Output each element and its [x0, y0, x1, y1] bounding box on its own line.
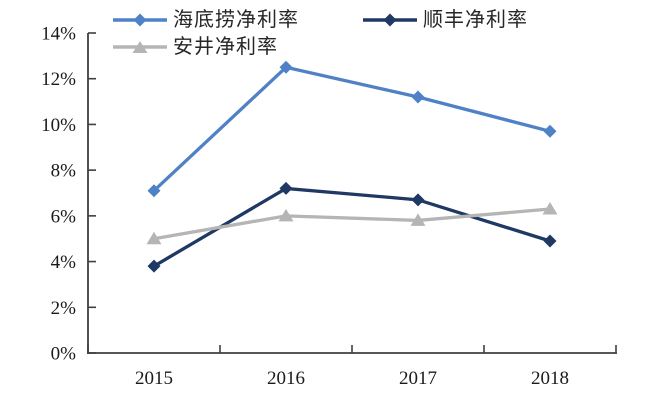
- y-tick-label: 14%: [41, 24, 76, 45]
- y-tick-label: 6%: [51, 206, 77, 227]
- diamond-marker-icon: [279, 60, 293, 74]
- diamond-marker-icon: [543, 234, 557, 248]
- triangle-marker-icon: [146, 231, 162, 245]
- legend-triangle-swatch-icon: [113, 41, 167, 53]
- diamond-marker-icon: [147, 259, 161, 273]
- x-tick-label: 2018: [531, 368, 569, 389]
- series-line-0: [152, 65, 551, 192]
- diamond-marker-icon: [411, 193, 425, 207]
- x-tick-label: 2017: [399, 368, 437, 389]
- diamond-marker-icon: [147, 184, 161, 198]
- y-tick-label: 10%: [41, 115, 76, 136]
- legend-item-shunfeng: 顺丰净利率: [363, 8, 528, 32]
- y-tick-label: 0%: [51, 344, 77, 365]
- diamond-marker-icon: [411, 90, 425, 104]
- triangle-marker-icon: [542, 202, 558, 215]
- diamond-marker-icon: [543, 124, 557, 138]
- y-tick-label: 2%: [51, 298, 77, 319]
- y-tick-label: 8%: [51, 161, 77, 182]
- x-tick-label: 2016: [267, 368, 305, 389]
- legend-label-haidilao: 海底捞净利率: [173, 9, 299, 31]
- triangle-marker-icon: [278, 208, 294, 222]
- chart-legend: 海底捞净利率 顺丰净利率 安井净利率: [113, 8, 633, 64]
- legend-label-shunfeng: 顺丰净利率: [423, 9, 528, 31]
- legend-item-haidilao: 海底捞净利率: [113, 8, 299, 32]
- legend-diamond-swatch-icon: [113, 13, 167, 27]
- series-line-2: [153, 207, 551, 241]
- legend-item-anjing: 安井净利率: [113, 35, 278, 59]
- y-tick-label: 12%: [41, 69, 76, 90]
- y-tick-label: 4%: [51, 252, 77, 273]
- x-tick-label: 2015: [135, 368, 173, 389]
- legend-label-anjing: 安井净利率: [173, 36, 278, 58]
- diamond-marker-icon: [279, 181, 293, 195]
- legend-diamond-swatch-icon: [363, 13, 417, 27]
- triangle-marker-icon: [410, 213, 426, 226]
